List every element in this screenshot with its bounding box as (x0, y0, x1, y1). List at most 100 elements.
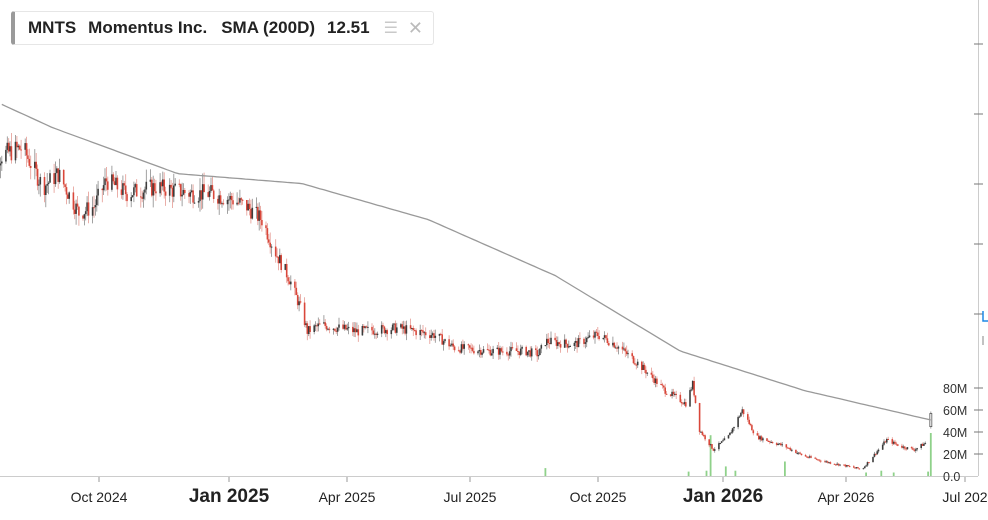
candle-body (65, 187, 68, 195)
candle-body (164, 191, 167, 196)
candle-body (405, 325, 408, 334)
candle-body (913, 449, 916, 451)
close-icon[interactable]: ✕ (407, 17, 424, 38)
candle-body (500, 348, 503, 352)
candle-body (18, 145, 21, 150)
candle-body (862, 468, 865, 470)
candle-body (663, 385, 665, 388)
broom-icon[interactable]: ☰ (383, 20, 398, 37)
candle-body (126, 194, 128, 202)
candle-body (698, 403, 701, 432)
candle-body (134, 184, 137, 188)
candle-body (536, 350, 538, 357)
candle-body (623, 348, 625, 350)
candle-body (708, 439, 710, 446)
candle-body (130, 197, 132, 202)
candle-body (14, 141, 17, 161)
candle-body (296, 295, 299, 306)
candle-body (855, 467, 858, 469)
candle-body (643, 364, 646, 370)
candle-body (104, 178, 106, 186)
candle-body (815, 458, 818, 460)
candle-body (818, 459, 821, 461)
candle-body (789, 448, 792, 451)
candle-body (0, 163, 2, 166)
candle-body (91, 207, 94, 216)
candle-body (382, 325, 384, 327)
candle-body (120, 189, 123, 195)
candle-body (25, 143, 28, 156)
candle-body (372, 330, 375, 335)
candle-body (386, 330, 388, 335)
candle-body (653, 378, 655, 383)
candle-body (497, 347, 500, 355)
candle-body (579, 338, 581, 340)
candle-body (588, 335, 591, 338)
candle-body (857, 467, 859, 469)
candle-body (107, 181, 109, 190)
candle-body (537, 355, 540, 357)
candle-body (34, 161, 36, 168)
candle-body (236, 202, 238, 205)
x-axis-label: Oct 2024 (71, 489, 128, 505)
candle-body (887, 439, 889, 440)
candle-body (627, 353, 629, 355)
candle-body (423, 332, 426, 334)
candle-body (606, 338, 609, 343)
candle-body (361, 326, 364, 336)
candle-body (84, 211, 87, 215)
candle-body (499, 348, 501, 355)
volume-bar (929, 433, 932, 476)
candle-body (486, 349, 489, 351)
candle-body (529, 350, 532, 357)
candle-body (769, 441, 771, 443)
candle-body (424, 332, 427, 336)
candle-body (595, 331, 598, 333)
candle-body (897, 444, 899, 446)
candle-body (116, 177, 119, 190)
candle-body (391, 324, 394, 331)
candle-body (711, 444, 713, 449)
candle-body (270, 246, 273, 248)
candle-body (506, 351, 508, 355)
candle-body (613, 342, 616, 348)
candle-body (810, 456, 812, 458)
candle-body (833, 463, 836, 465)
candle-body (189, 192, 192, 197)
candle-body (847, 465, 849, 467)
candle-body (877, 449, 880, 452)
candle-body (241, 199, 244, 201)
candle-body (824, 461, 826, 463)
candle-body (285, 264, 288, 278)
candle-body (115, 177, 117, 185)
sma-200d-line (1, 103, 931, 421)
candle-body (914, 449, 917, 451)
candle-body (548, 343, 551, 344)
volume-bar (705, 470, 708, 476)
candle-body (467, 344, 470, 346)
candle-body (240, 198, 243, 200)
candle-body (597, 332, 599, 336)
candle-body (208, 191, 211, 197)
candle-body (460, 344, 463, 353)
volume-bar (784, 461, 786, 476)
candle-body (246, 200, 248, 211)
candle-body (559, 344, 562, 348)
candle-body (482, 349, 485, 353)
candle-body (901, 445, 903, 448)
candle-body (621, 346, 624, 350)
candle-body (222, 203, 225, 205)
candle-body (86, 202, 88, 212)
candle-body (188, 193, 190, 197)
candle-body (598, 336, 600, 340)
candle-body (255, 206, 258, 208)
candle-body (720, 441, 723, 443)
volume-bar (865, 472, 867, 476)
candle-body (250, 209, 252, 219)
candle-body (448, 339, 450, 347)
candle-body (5, 149, 7, 162)
candle-body (401, 324, 404, 329)
candle-body (247, 203, 249, 211)
x-axis-label: Apr 2025 (319, 489, 376, 505)
